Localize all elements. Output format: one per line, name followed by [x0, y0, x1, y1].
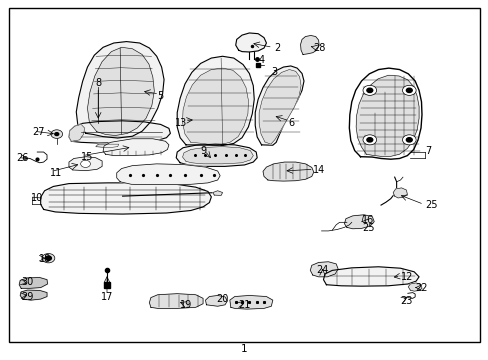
Polygon shape: [392, 188, 407, 198]
Circle shape: [402, 135, 415, 145]
Polygon shape: [87, 47, 154, 135]
Text: 8: 8: [95, 78, 101, 88]
Text: 12: 12: [400, 272, 412, 282]
Polygon shape: [263, 162, 313, 181]
Polygon shape: [255, 66, 304, 145]
Circle shape: [366, 88, 372, 93]
Circle shape: [362, 135, 376, 145]
Circle shape: [362, 85, 376, 95]
Polygon shape: [176, 144, 257, 166]
Text: 28: 28: [312, 43, 325, 53]
Polygon shape: [310, 262, 337, 277]
Polygon shape: [177, 56, 254, 145]
Text: 9: 9: [200, 146, 206, 156]
Polygon shape: [20, 290, 47, 300]
Polygon shape: [149, 294, 203, 309]
Polygon shape: [323, 267, 418, 286]
Text: 6: 6: [288, 118, 294, 128]
Text: 26: 26: [16, 153, 29, 163]
Polygon shape: [348, 68, 421, 159]
Circle shape: [42, 253, 55, 263]
Polygon shape: [300, 36, 319, 54]
Circle shape: [406, 138, 411, 142]
Text: 29: 29: [21, 292, 34, 302]
Circle shape: [45, 256, 51, 260]
Polygon shape: [205, 296, 227, 306]
Polygon shape: [407, 283, 421, 291]
Polygon shape: [229, 296, 272, 309]
Text: 10: 10: [31, 193, 43, 203]
Polygon shape: [69, 157, 102, 171]
Text: 30: 30: [21, 277, 33, 287]
Text: 22: 22: [414, 283, 427, 293]
Text: 1: 1: [241, 343, 247, 354]
Circle shape: [366, 138, 372, 142]
Text: 27: 27: [32, 127, 45, 136]
Text: 15: 15: [81, 152, 93, 162]
Text: 24: 24: [316, 265, 328, 275]
Polygon shape: [182, 68, 248, 144]
Text: 19: 19: [180, 300, 192, 310]
Polygon shape: [355, 75, 418, 156]
Circle shape: [402, 85, 415, 95]
Text: 5: 5: [157, 91, 163, 101]
Text: 3: 3: [271, 67, 277, 77]
Circle shape: [55, 133, 59, 135]
Circle shape: [406, 88, 411, 93]
Polygon shape: [69, 125, 84, 141]
Polygon shape: [41, 183, 211, 214]
Text: 11: 11: [49, 168, 61, 178]
Polygon shape: [212, 191, 222, 195]
Text: 16: 16: [361, 215, 373, 225]
Text: 14: 14: [312, 165, 325, 175]
Text: 4: 4: [258, 55, 264, 65]
Text: 13: 13: [175, 118, 187, 128]
Text: 20: 20: [216, 294, 228, 304]
Polygon shape: [235, 33, 266, 52]
Polygon shape: [182, 147, 253, 164]
Polygon shape: [96, 144, 119, 148]
Polygon shape: [19, 278, 47, 288]
Circle shape: [51, 130, 62, 138]
Polygon shape: [69, 121, 170, 143]
Text: 17: 17: [101, 292, 113, 302]
Polygon shape: [344, 215, 373, 229]
Text: 7: 7: [424, 146, 430, 156]
Polygon shape: [259, 69, 301, 144]
Text: 21: 21: [238, 300, 250, 310]
Polygon shape: [103, 139, 168, 156]
Text: 18: 18: [39, 254, 51, 264]
Polygon shape: [117, 164, 220, 185]
Circle shape: [81, 160, 90, 167]
Text: 25: 25: [362, 224, 374, 233]
Text: 2: 2: [274, 43, 281, 53]
Text: 23: 23: [400, 296, 412, 306]
Text: 25: 25: [424, 200, 437, 210]
Polygon shape: [76, 41, 163, 138]
